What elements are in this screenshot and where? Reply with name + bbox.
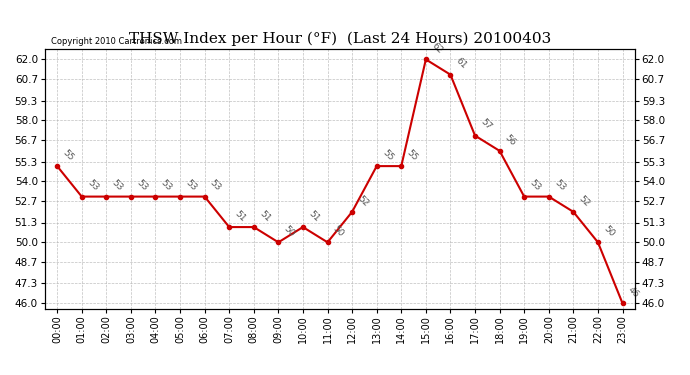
- Title: THSW Index per Hour (°F)  (Last 24 Hours) 20100403: THSW Index per Hour (°F) (Last 24 Hours)…: [129, 32, 551, 46]
- Text: 57: 57: [479, 117, 493, 132]
- Text: 53: 53: [110, 178, 124, 193]
- Text: 51: 51: [306, 209, 321, 223]
- Text: 46: 46: [627, 285, 640, 300]
- Text: 50: 50: [282, 224, 297, 238]
- Text: Copyright 2010 Cartronics.com: Copyright 2010 Cartronics.com: [51, 37, 181, 46]
- Text: 52: 52: [577, 194, 591, 208]
- Text: 53: 53: [135, 178, 149, 193]
- Text: 53: 53: [159, 178, 174, 193]
- Text: 55: 55: [380, 148, 395, 162]
- Text: 51: 51: [233, 209, 248, 223]
- Text: 55: 55: [61, 148, 75, 162]
- Text: 50: 50: [331, 224, 346, 238]
- Text: 62: 62: [430, 41, 444, 56]
- Text: 53: 53: [528, 178, 542, 193]
- Text: 53: 53: [184, 178, 198, 193]
- Text: 61: 61: [454, 56, 469, 71]
- Text: 55: 55: [405, 148, 420, 162]
- Text: 52: 52: [356, 194, 371, 208]
- Text: 56: 56: [503, 132, 518, 147]
- Text: 50: 50: [602, 224, 616, 238]
- Text: 53: 53: [86, 178, 100, 193]
- Text: 53: 53: [208, 178, 223, 193]
- Text: 51: 51: [257, 209, 272, 223]
- Text: 53: 53: [553, 178, 567, 193]
